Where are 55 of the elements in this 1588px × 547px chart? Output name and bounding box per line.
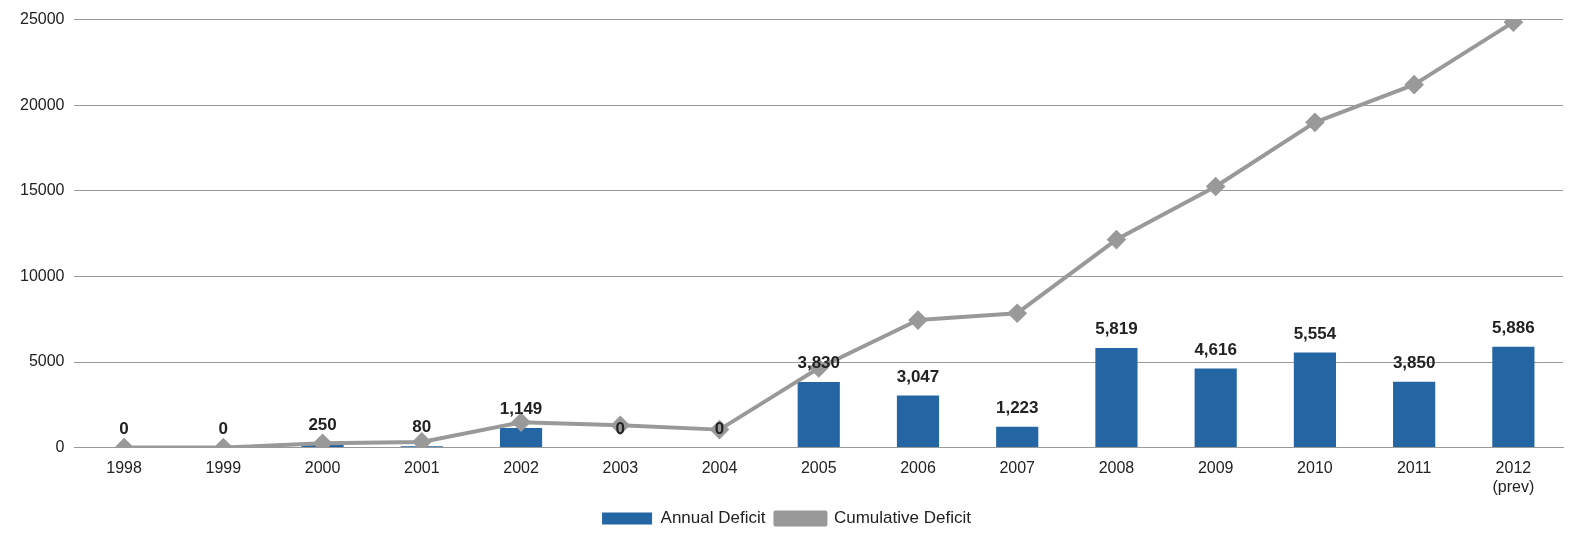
- point: [1107, 230, 1126, 249]
- x-tick-label: 2002: [503, 458, 539, 476]
- data-label: 1,223: [995, 397, 1039, 417]
- x-tick-label: 2011: [1396, 458, 1432, 476]
- y-tick-label: 0: [55, 438, 65, 456]
- x-tick-label: 2006: [900, 458, 936, 476]
- bar: [1393, 381, 1436, 448]
- point: [1405, 75, 1424, 94]
- data-label: 4,616: [1194, 339, 1237, 359]
- x-tick-label: 2012 (prev): [1492, 458, 1535, 495]
- bar: [797, 382, 840, 448]
- x-tick-label: 2005: [800, 458, 837, 476]
- x-tick-label: 2001: [404, 458, 440, 476]
- data-label: 0: [218, 418, 229, 438]
- data-label: 80: [412, 417, 432, 437]
- x-tick-label: 2009: [1197, 458, 1234, 476]
- data-label: 5,554: [1293, 323, 1337, 343]
- x-tick-label: 2004: [701, 458, 738, 476]
- data-label: 5,819: [1095, 319, 1138, 339]
- data-label: 0: [714, 418, 725, 438]
- y-tick-label: 20000: [19, 95, 65, 113]
- data-label: 1,149: [499, 399, 543, 419]
- x-tick-label: 2010: [1297, 458, 1333, 476]
- y-tick-label: 5000: [28, 352, 65, 370]
- legend-label: Cumulative Deficit: [833, 508, 972, 528]
- point: [313, 434, 332, 448]
- x-tick-label: 2000: [304, 458, 341, 476]
- data-label: 0: [615, 418, 626, 438]
- x-tick-label: 2007: [999, 458, 1036, 476]
- data-label: 5,886: [1492, 318, 1535, 338]
- data-label: 250: [308, 414, 337, 434]
- x-tick-label: 1999: [205, 458, 242, 476]
- data-label: 3,830: [797, 353, 841, 373]
- bar: [1492, 346, 1535, 448]
- x-tick-label: 2003: [602, 458, 639, 476]
- y-tick-label: 10000: [19, 266, 65, 284]
- data-label: 0: [119, 418, 129, 438]
- y-tick-label: 15000: [19, 181, 65, 199]
- bar: [1293, 352, 1336, 448]
- point: [1008, 304, 1027, 323]
- bar: [1095, 347, 1138, 448]
- point: [1305, 113, 1324, 132]
- y-tick-label: 25000: [19, 10, 65, 28]
- point: [908, 311, 927, 330]
- bar: [1194, 368, 1237, 448]
- bar: [499, 427, 543, 448]
- point: [412, 432, 431, 448]
- bar: [996, 426, 1039, 448]
- point: [1206, 177, 1225, 196]
- data-label: 3,850: [1392, 352, 1436, 372]
- x-tick-label: 2008: [1098, 458, 1135, 476]
- legend-label: Annual Deficit: [660, 508, 766, 528]
- x-tick-label: 1998: [106, 458, 143, 476]
- bar: [896, 395, 940, 448]
- data-label: 3,047: [896, 366, 940, 386]
